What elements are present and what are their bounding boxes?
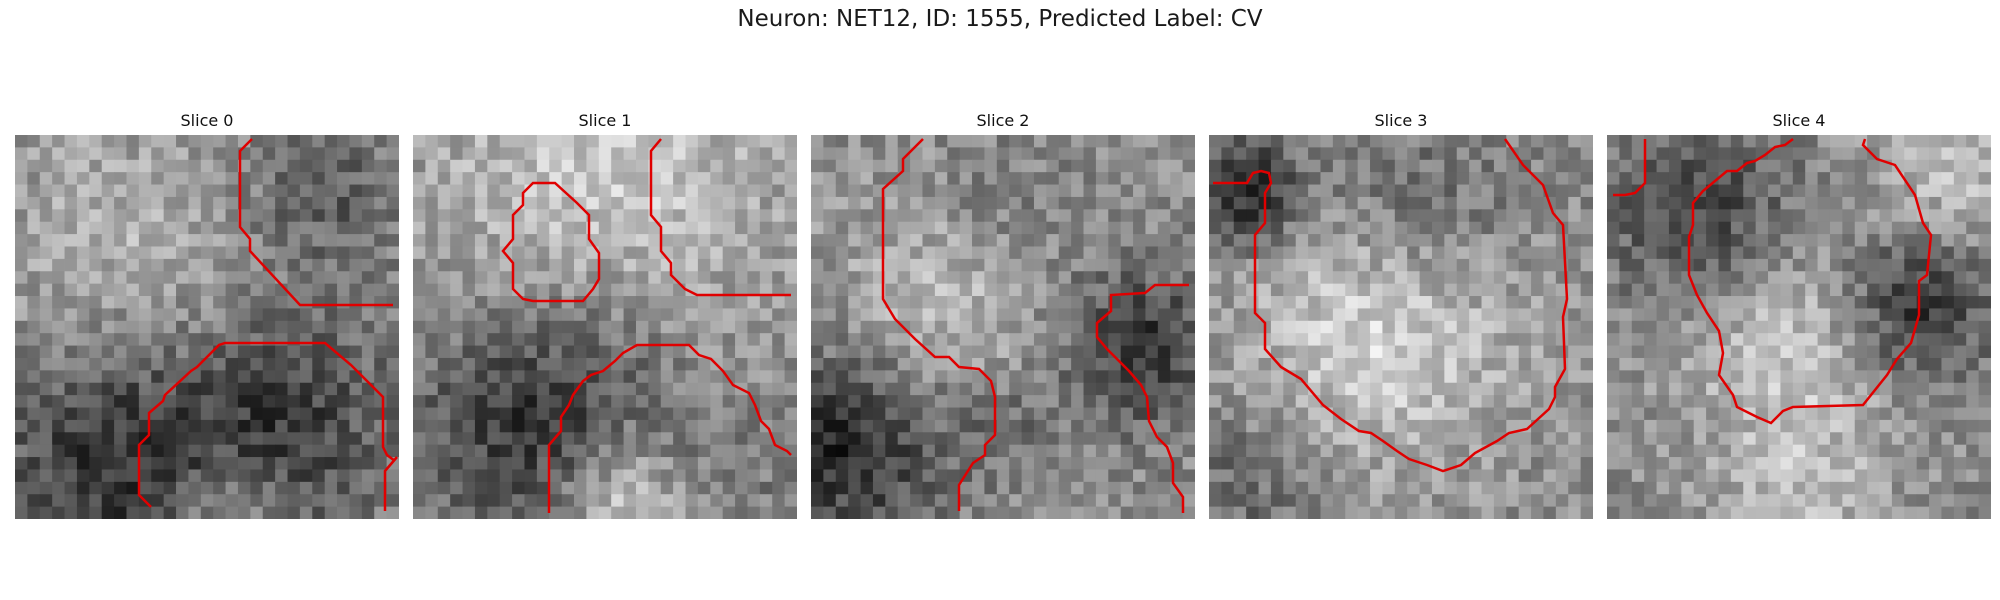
- slice-title: Slice 3: [1374, 111, 1428, 130]
- slice-title: Slice 1: [578, 111, 632, 130]
- grayscale-pixels: [811, 135, 1195, 519]
- slice-image: [1607, 135, 1991, 519]
- slice-image: [413, 135, 797, 519]
- contour-closed: [1687, 138, 1933, 425]
- contour-upper: [238, 138, 393, 307]
- contour-lower: [137, 341, 396, 508]
- contour-closed: [1213, 138, 1569, 473]
- slice-title: Slice 4: [1772, 111, 1826, 130]
- slice-panel-4: Slice 4: [1607, 111, 1991, 519]
- grayscale-pixels: [15, 135, 399, 519]
- slice-panel-3: Slice 3: [1209, 111, 1593, 519]
- slice-title: Slice 0: [180, 111, 234, 130]
- slice-panel-1: Slice 1: [413, 111, 797, 519]
- grayscale-pixels: [1607, 135, 1991, 519]
- slice-image: [811, 135, 1195, 519]
- contour-closed: [501, 181, 601, 303]
- contour-upper-right: [649, 138, 791, 297]
- slice-panel-0: Slice 0: [15, 111, 399, 519]
- slice-panel-2: Slice 2: [811, 111, 1195, 519]
- contour-lower: [547, 343, 792, 513]
- contour-right: [1095, 283, 1189, 513]
- contour-corner: [1613, 139, 1647, 197]
- slice-image: [1209, 135, 1593, 519]
- contour-right: [383, 456, 398, 511]
- grayscale-pixels: [413, 135, 797, 519]
- slice-title: Slice 2: [976, 111, 1030, 130]
- grayscale-pixels: [1209, 135, 1593, 519]
- contour-left: [881, 138, 997, 511]
- slice-image: [15, 135, 399, 519]
- figure-title: Neuron: NET12, ID: 1555, Predicted Label…: [737, 6, 1263, 32]
